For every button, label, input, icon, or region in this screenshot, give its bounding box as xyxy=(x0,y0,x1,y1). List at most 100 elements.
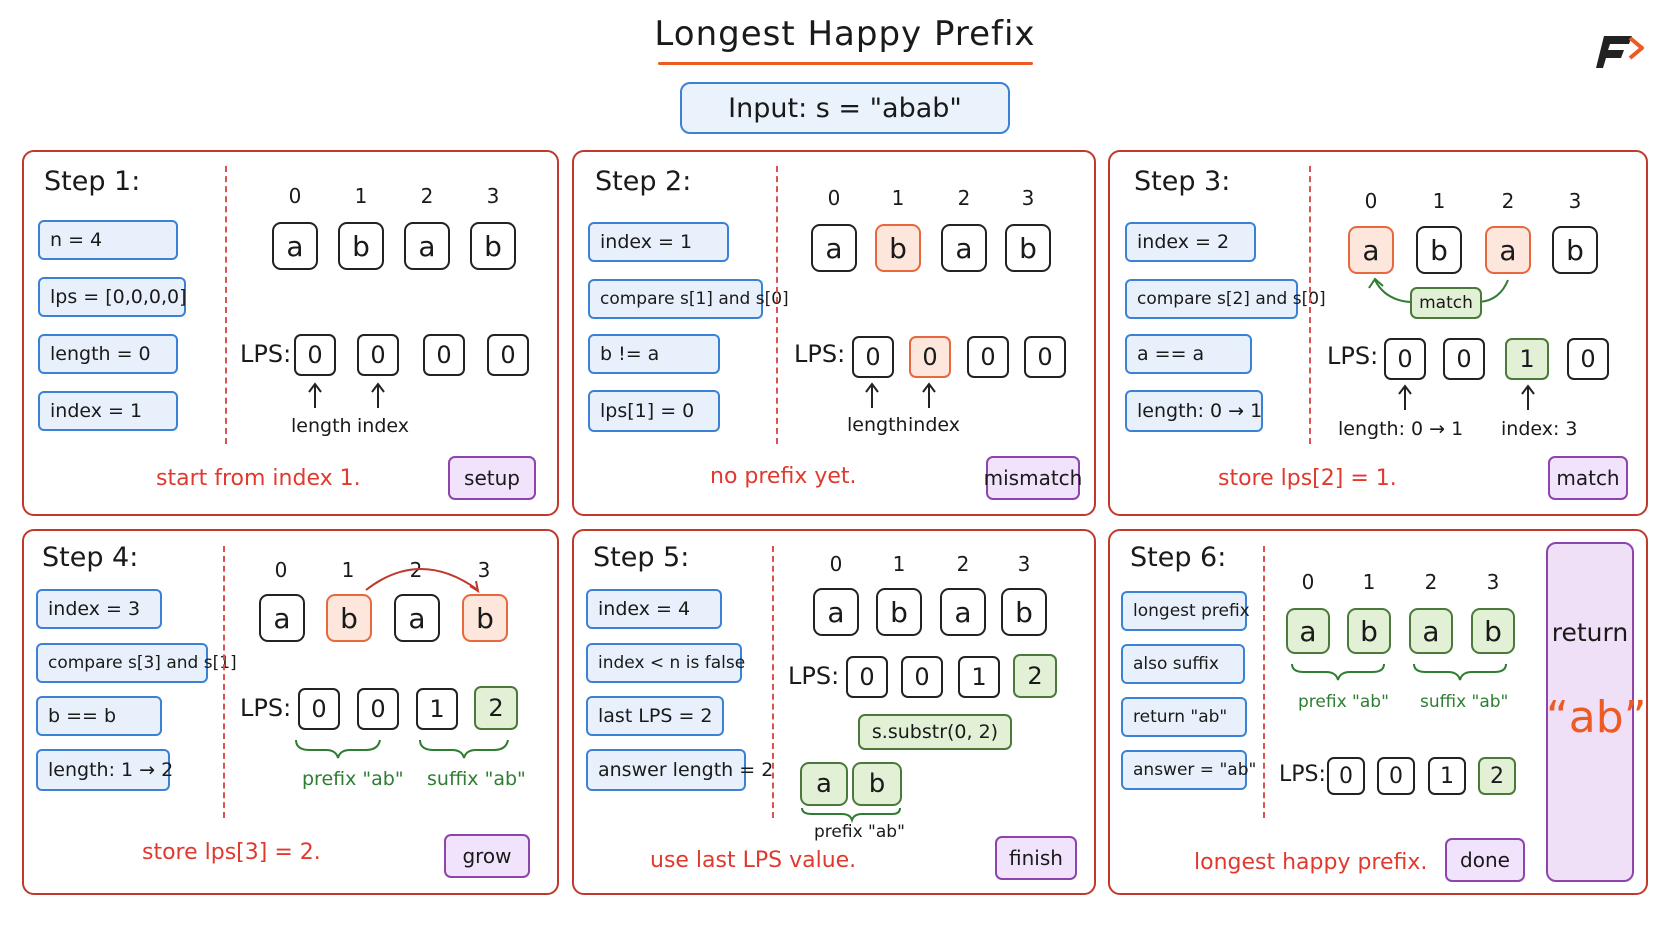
var-box: length: 0 → 1 xyxy=(1125,390,1263,432)
char-cell-highlight: b xyxy=(875,224,921,272)
step-title: Step 2: xyxy=(595,166,692,197)
pointer-label: length xyxy=(847,414,908,436)
dashed-divider xyxy=(225,166,227,444)
lps-cell-highlight: 2 xyxy=(1013,654,1057,698)
result-label: prefix "ab" xyxy=(814,822,905,842)
step-tag: match xyxy=(1548,456,1628,500)
var-box: return "ab" xyxy=(1121,697,1247,737)
index-label: 1 xyxy=(891,186,905,210)
step-caption: store lps[3] = 2. xyxy=(142,840,321,865)
char-cell: b xyxy=(338,222,384,270)
return-panel xyxy=(1546,542,1634,882)
index-label: 1 xyxy=(1362,570,1376,594)
index-label: 3 xyxy=(486,184,500,208)
lps-cell: 0 xyxy=(1024,336,1066,378)
lps-cell: 0 xyxy=(901,656,943,698)
lps-cell-highlight: 1 xyxy=(1505,338,1549,380)
char-cell-highlight: b xyxy=(326,594,372,642)
index-label: 0 xyxy=(1364,189,1378,213)
index-label: 0 xyxy=(1301,570,1315,594)
step-2-panel xyxy=(572,150,1096,516)
lps-cell: 0 xyxy=(298,688,340,730)
var-box: lps[1] = 0 xyxy=(588,390,720,432)
lps-cell: 0 xyxy=(487,334,529,376)
pointer-label: index: 3 xyxy=(1501,418,1578,440)
lps-cell: 0 xyxy=(357,688,399,730)
char-cell-highlight: b xyxy=(1347,608,1391,654)
index-label: 2 xyxy=(1424,570,1438,594)
lps-cell: 0 xyxy=(1567,338,1609,380)
char-cell: a xyxy=(940,588,986,636)
var-box: answer = "ab" xyxy=(1121,750,1256,790)
lps-cell: 0 xyxy=(1443,338,1485,380)
var-box: n = 4 xyxy=(38,220,178,260)
var-box: answer length = 2 xyxy=(586,749,773,791)
step-caption: store lps[2] = 1. xyxy=(1218,466,1397,491)
var-box: longest prefix xyxy=(1121,591,1250,631)
lps-label: LPS: xyxy=(240,340,292,368)
index-label: 1 xyxy=(892,552,906,576)
lps-cell: 0 xyxy=(423,334,465,376)
substr-call: s.substr(0, 2) xyxy=(858,714,1012,750)
char-cell: b xyxy=(1416,226,1462,274)
lps-cell: 0 xyxy=(357,334,399,376)
lps-cell: 0 xyxy=(967,336,1009,378)
pointer-label: length xyxy=(291,415,352,437)
var-box: also suffix xyxy=(1121,644,1245,684)
lps-cell-highlight: 2 xyxy=(1478,757,1516,795)
index-label: 2 xyxy=(957,186,971,210)
result-char-cell: b xyxy=(852,762,902,806)
brand-logo-icon xyxy=(1596,36,1644,68)
match-label: match xyxy=(1410,287,1482,319)
char-cell: a xyxy=(259,594,305,642)
step-tag: mismatch xyxy=(984,456,1082,500)
var-box: b != a xyxy=(588,334,720,374)
step-title: Step 4: xyxy=(42,542,139,573)
var-box: compare s[1] and s[0] xyxy=(588,279,789,319)
var-box: lps = [0,0,0,0] xyxy=(38,277,187,317)
lps-cell: 0 xyxy=(294,334,336,376)
lps-label: LPS: xyxy=(240,694,292,722)
dashed-divider xyxy=(772,546,774,818)
input-text: Input: s = "abab" xyxy=(728,92,962,124)
lps-cell: 1 xyxy=(416,688,458,730)
step-1-panel xyxy=(22,150,559,516)
char-cell: a xyxy=(813,588,859,636)
char-cell: a xyxy=(404,222,450,270)
brace-label: suffix "ab" xyxy=(1420,692,1509,712)
var-box: index = 4 xyxy=(586,589,722,629)
index-label: 2 xyxy=(956,552,970,576)
var-box: a == a xyxy=(1125,334,1252,374)
step-caption: start from index 1. xyxy=(156,466,361,491)
lps-cell: 0 xyxy=(846,656,888,698)
lps-cell-highlight: 2 xyxy=(474,686,518,730)
return-value: “ab” xyxy=(1546,692,1647,743)
step-title: Step 5: xyxy=(593,542,690,573)
step-tag: done xyxy=(1445,838,1525,882)
step-caption: use last LPS value. xyxy=(650,848,857,873)
lps-cell: 0 xyxy=(852,336,894,378)
var-box: compare s[3] and s[1] xyxy=(36,643,237,683)
index-label: 3 xyxy=(1568,189,1582,213)
index-label: 1 xyxy=(341,558,355,582)
lps-cell: 0 xyxy=(1327,757,1365,795)
dashed-divider xyxy=(1263,546,1265,818)
step-tag: grow xyxy=(444,834,530,878)
index-label: 3 xyxy=(1017,552,1031,576)
var-box: last LPS = 2 xyxy=(586,696,724,736)
brace-label: suffix "ab" xyxy=(427,768,526,790)
lps-cell: 1 xyxy=(958,656,1000,698)
char-cell-highlight: a xyxy=(1286,608,1330,654)
char-cell: a xyxy=(272,222,318,270)
input-box: Input: s = "abab" xyxy=(680,82,1010,134)
index-label: 2 xyxy=(1501,189,1515,213)
char-cell: a xyxy=(941,224,987,272)
